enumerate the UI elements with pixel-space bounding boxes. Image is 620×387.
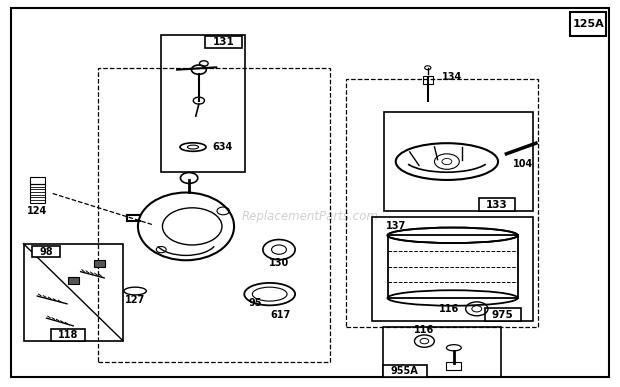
Bar: [161, 35, 245, 172]
Bar: [423, 76, 433, 84]
Text: 955A: 955A: [391, 366, 419, 376]
Bar: [98, 68, 330, 362]
Text: 134: 134: [441, 72, 462, 82]
Text: 125A: 125A: [572, 19, 604, 29]
Bar: [68, 277, 79, 284]
Text: 130: 130: [269, 258, 289, 268]
Bar: [388, 235, 518, 298]
Text: 98: 98: [40, 247, 53, 257]
Text: 131: 131: [212, 37, 234, 47]
Text: 975: 975: [492, 310, 514, 320]
Bar: [383, 365, 427, 377]
Text: ReplacementParts.com: ReplacementParts.com: [242, 210, 378, 223]
Text: 634: 634: [213, 142, 233, 152]
Bar: [24, 244, 123, 341]
Text: 133: 133: [485, 200, 508, 209]
Text: 127: 127: [125, 295, 145, 305]
Bar: [485, 308, 521, 321]
Bar: [570, 12, 606, 36]
Text: 617: 617: [270, 310, 290, 320]
Bar: [346, 79, 538, 327]
Text: 137: 137: [386, 221, 406, 231]
Bar: [94, 260, 105, 267]
Bar: [32, 246, 60, 257]
Bar: [384, 112, 533, 211]
Text: 118: 118: [58, 330, 78, 340]
Bar: [446, 363, 461, 370]
Text: 104: 104: [513, 159, 533, 168]
Bar: [30, 177, 45, 184]
Bar: [205, 36, 242, 48]
Text: 95: 95: [248, 298, 262, 308]
Bar: [51, 329, 85, 341]
Bar: [479, 198, 515, 211]
Bar: [383, 327, 501, 377]
Bar: [372, 217, 533, 321]
Text: 124: 124: [27, 206, 47, 216]
Text: 116: 116: [414, 325, 435, 335]
Text: 116: 116: [439, 304, 459, 314]
Bar: [30, 184, 45, 203]
